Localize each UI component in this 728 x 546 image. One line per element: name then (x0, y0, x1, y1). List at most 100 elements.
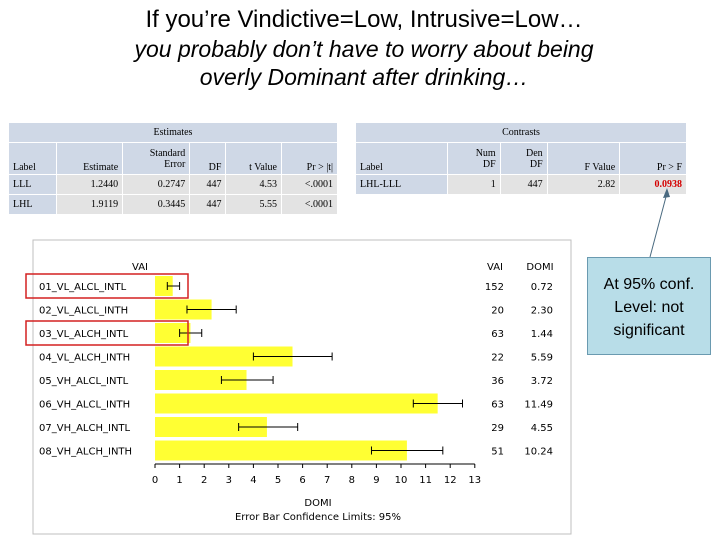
cell-num-df: 1 (446, 174, 501, 195)
cell-df: 447 (189, 194, 227, 215)
vai-count: 29 (491, 423, 504, 434)
bar (155, 440, 407, 461)
vai-count: 63 (491, 329, 504, 340)
col-header-pr-f: Pr > F (619, 142, 687, 175)
page-title-line2: you probably don’t have to worry about b… (134, 36, 594, 62)
contrasts-table: Contrasts Label Num DF Den DF F Value Pr… (355, 122, 687, 195)
col-header-den-df: Den DF (499, 142, 548, 175)
col-header-p: Pr > |t| (281, 142, 338, 175)
category-label: 04_VL_ALCH_INTH (39, 353, 130, 364)
category-label: 06_VH_ALCL_INTH (39, 400, 130, 411)
col-header-t-value: t Value (225, 142, 282, 175)
legend-label-vai: VAI (132, 262, 148, 273)
table-row: LHL 1.9119 0.3445 447 5.55 <.0001 (8, 194, 338, 215)
estimates-table: Estimates Label Estimate Standard Error … (8, 122, 338, 215)
x-tick-label: 9 (373, 475, 379, 486)
significance-callout: At 95% conf. Level: not significant (587, 257, 711, 355)
domi-value: 4.55 (531, 423, 553, 434)
domi-value: 1.44 (531, 329, 553, 340)
domi-value: 11.49 (524, 400, 553, 411)
domi-value: 0.72 (531, 282, 553, 293)
callout-line3: significant (613, 322, 685, 339)
table-row: LHL-LLL 1 447 2.82 0.0938 (355, 174, 687, 195)
x-tick-label: 8 (349, 475, 355, 486)
row-label: LHL (8, 194, 57, 215)
category-label: 01_VL_ALCL_INTL (39, 282, 127, 293)
x-tick-label: 11 (419, 475, 432, 486)
vai-count: 20 (491, 306, 504, 317)
col-header-df: DF (189, 142, 227, 175)
domi-value: 5.59 (531, 353, 553, 364)
x-tick-label: 2 (201, 475, 207, 486)
col-header-dendf-line2: DF (529, 158, 543, 170)
vai-count: 63 (491, 400, 504, 411)
x-tick-label: 10 (395, 475, 408, 486)
category-label: 07_VH_ALCH_INTL (39, 423, 131, 434)
bar (155, 346, 293, 367)
cell-estimate: 1.2440 (55, 174, 124, 195)
cell-se: 0.3445 (122, 194, 191, 215)
col-header-numdf-line2: DF (482, 158, 496, 170)
row-label: LHL-LLL (355, 174, 448, 195)
cell-p: <.0001 (281, 194, 338, 215)
col-header-se-line1: Standard (149, 147, 186, 159)
column-header-domi: DOMI (526, 262, 553, 273)
vai-count: 22 (491, 353, 504, 364)
col-header-f-value: F Value (546, 142, 621, 175)
category-label: 05_VH_ALCL_INTL (39, 376, 129, 387)
cell-p: <.0001 (281, 174, 338, 195)
chart-frame (32, 239, 572, 535)
bar (155, 299, 212, 320)
highlight-box (25, 320, 189, 346)
highlight-box (25, 273, 189, 299)
callout-line1: At 95% conf. (603, 276, 695, 293)
col-header-num-df: Num DF (446, 142, 501, 175)
col-header-dendf-line1: Den (525, 147, 543, 159)
cell-estimate: 1.9119 (55, 194, 124, 215)
bar (155, 323, 191, 343)
cell-t: 4.53 (225, 174, 282, 195)
row-label: LLL (8, 174, 57, 195)
page-title-line1: If you’re Vindictive=Low, Intrusive=Low… (145, 6, 583, 33)
col-header-se-line2: Error (164, 158, 186, 170)
col-header-estimate: Estimate (55, 142, 124, 175)
col-header-numdf-line1: Num (475, 147, 496, 159)
x-tick-label: 12 (444, 475, 457, 486)
col-header-standard-error: Standard Error (122, 142, 191, 175)
bar (155, 276, 173, 296)
x-tick-label: 13 (468, 475, 481, 486)
contrasts-title: Contrasts (355, 122, 687, 143)
bar (155, 393, 438, 414)
x-tick-label: 7 (324, 475, 330, 486)
x-axis-title: DOMI (304, 498, 331, 509)
domi-value: 2.30 (531, 306, 553, 317)
x-tick-label: 6 (299, 475, 305, 486)
estimates-title: Estimates (8, 122, 338, 143)
cell-f-value: 2.82 (546, 174, 621, 195)
category-label: 08_VH_ALCH_INTH (39, 447, 132, 458)
x-tick-label: 1 (176, 475, 182, 486)
cell-t: 5.55 (225, 194, 282, 215)
category-label: 03_VL_ALCH_INTL (39, 329, 129, 340)
domi-value: 3.72 (531, 376, 553, 387)
vai-count: 152 (485, 282, 504, 293)
bar (155, 417, 267, 437)
cell-den-df: 447 (499, 174, 548, 195)
table-row: LLL 1.2440 0.2747 447 4.53 <.0001 (8, 174, 338, 195)
callout-line2: Level: not (614, 299, 684, 316)
vai-count: 36 (491, 376, 504, 387)
x-tick-label: 3 (226, 475, 232, 486)
x-tick-label: 0 (152, 475, 158, 486)
cell-se: 0.2747 (122, 174, 191, 195)
domi-value: 10.24 (524, 447, 553, 458)
category-label: 02_VL_ALCL_INTH (39, 306, 128, 317)
vai-count: 51 (491, 447, 504, 458)
chart-footnote: Error Bar Confidence Limits: 95% (235, 512, 401, 523)
x-tick-label: 4 (250, 475, 256, 486)
page-title-line3: overly Dominant after drinking… (199, 64, 529, 90)
x-tick-label: 5 (275, 475, 281, 486)
column-header-vai: VAI (487, 262, 503, 273)
bar (155, 370, 247, 390)
